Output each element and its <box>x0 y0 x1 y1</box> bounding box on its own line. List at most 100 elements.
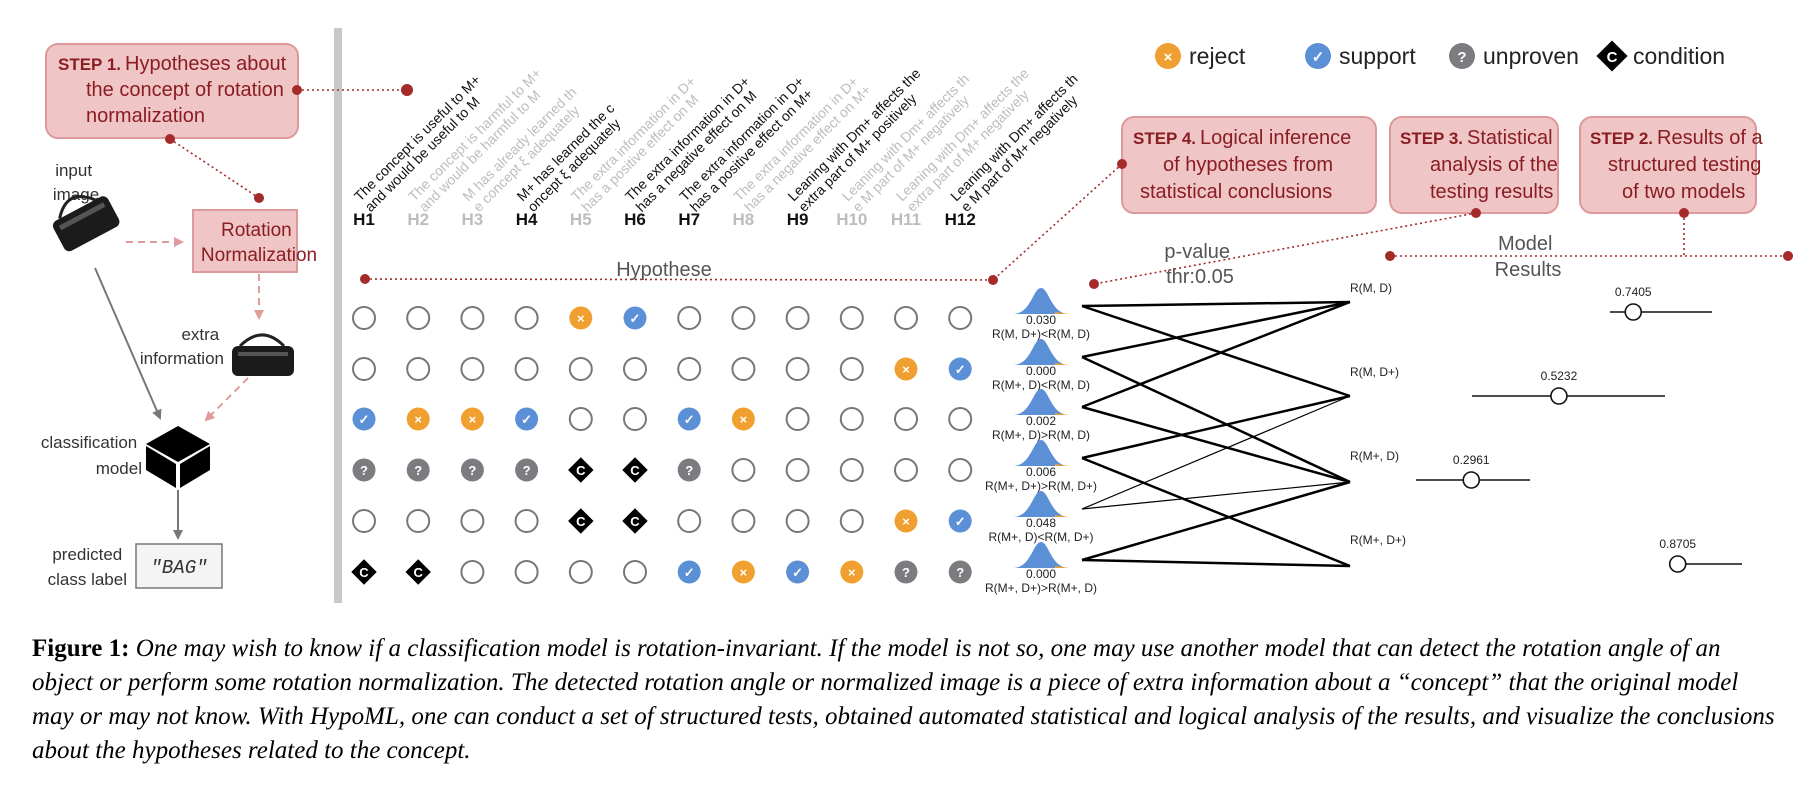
step1-box: STEP 1. Hypotheses about the concept of r… <box>45 43 299 139</box>
grid-cell <box>352 357 376 381</box>
classification-model-label-1: classification <box>41 433 137 452</box>
svg-text:predicted class label: predicted class label <box>48 545 127 589</box>
cube-icon <box>146 426 210 488</box>
bag-image-input <box>52 195 120 252</box>
grid-cell <box>677 560 701 584</box>
model-label: R(M+, D) <box>1350 449 1399 463</box>
model-results-header-2: Results <box>1495 259 1562 281</box>
unproven-icon <box>1449 43 1475 69</box>
rotation-normalization-box: Rotation Normalization <box>192 209 317 273</box>
grid-cell-glyph: × <box>469 412 477 427</box>
grid-cell <box>460 560 485 584</box>
distribution-curve <box>1013 491 1069 517</box>
grid-cell <box>514 509 539 533</box>
grid-cell <box>839 458 864 482</box>
step1-line1: Hypotheses about <box>125 53 287 75</box>
hypothesis-id: H3 <box>462 210 484 229</box>
step3-box: STEP 3. Statistical analysis of the testi… <box>1389 116 1563 214</box>
grid-cell-glyph: ? <box>414 463 422 478</box>
input-image-label-2: image <box>53 185 99 204</box>
extra-info-label-1: extra <box>181 325 219 344</box>
grid-cell <box>677 407 701 431</box>
hypothesis-id: H6 <box>624 210 646 229</box>
inference-edge <box>1081 394 1351 460</box>
grid-cell <box>623 560 647 584</box>
grid-cell <box>406 407 430 431</box>
grid-cell <box>948 560 972 584</box>
inference-edge <box>1081 304 1351 398</box>
grid-cell <box>785 458 810 482</box>
test-label: R(M, D+)<R(M, D) <box>992 327 1090 341</box>
svg-text:classification model: classification model <box>41 433 142 478</box>
grid-cell <box>622 508 648 534</box>
support-icon <box>1305 43 1331 69</box>
grid-cell <box>948 509 972 533</box>
grid-cell <box>839 306 864 330</box>
grid-cell-glyph: ? <box>685 463 693 478</box>
step1-num: STEP 1. <box>58 55 121 74</box>
inference-edge <box>1081 558 1351 568</box>
grid-cell <box>460 407 484 431</box>
model-results-header-1: Model <box>1498 233 1552 255</box>
grid-cell <box>352 458 376 482</box>
hypothesis-id: H11 <box>891 210 921 229</box>
p-value: 0.048 <box>1026 516 1056 530</box>
grid-cell-glyph: ? <box>468 463 476 478</box>
grid-cell <box>785 407 810 431</box>
svg-text:Rotation Normalization: Rotation Normalization <box>201 220 317 266</box>
grid-cell-glyph: C <box>630 463 640 478</box>
grid-cell <box>352 306 376 330</box>
grid-cell <box>568 357 593 381</box>
grid-cell <box>839 407 864 431</box>
model-label: R(M+, D+) <box>1350 533 1406 547</box>
grid-cell <box>406 357 431 381</box>
grid-cell <box>460 357 485 381</box>
grid-row: × ✓ <box>352 306 973 330</box>
grid-cell-glyph: ✓ <box>521 412 532 427</box>
panel-divider <box>334 28 342 603</box>
test-label: R(M+, D)<R(M, D) <box>992 378 1090 392</box>
p-value: 0.006 <box>1026 465 1056 479</box>
grid-cell <box>839 509 864 533</box>
step1-line2: the concept of rotation <box>86 79 284 101</box>
predicted-label-2: class label <box>48 570 127 589</box>
legend-label-condition: condition <box>1633 43 1725 69</box>
hypothesis-id: H8 <box>733 210 755 229</box>
test-label: R(M+, D)<R(M, D+) <box>989 530 1094 544</box>
grid-cell-glyph: C <box>576 514 586 529</box>
inference-edges <box>1081 300 1351 568</box>
model-value: 0.8705 <box>1659 537 1696 551</box>
grid-cell <box>894 560 918 584</box>
grid-cell <box>568 407 593 431</box>
grid-cell <box>894 509 918 533</box>
grid-cell <box>569 306 593 330</box>
grid-cell-glyph: C <box>630 514 640 529</box>
grid-cell <box>405 559 431 585</box>
grid-cell-glyph: ✓ <box>955 362 966 377</box>
grid-cell-glyph: × <box>848 565 856 580</box>
p-value: 0.000 <box>1026 364 1056 378</box>
model-label: R(M, D) <box>1350 281 1392 295</box>
inference-edge <box>1081 300 1351 308</box>
grid-row: C C ✓ × ✓ ×?? <box>351 559 972 585</box>
inference-edge <box>1081 300 1351 359</box>
grid-cell <box>406 306 431 330</box>
grid-cell-glyph: ✓ <box>630 311 641 326</box>
grid-cell <box>568 457 594 483</box>
grid-cell <box>568 560 593 584</box>
grid-cell <box>948 357 972 381</box>
hypothesis-id: H12 <box>945 210 976 229</box>
figure-caption: Figure 1: One may wish to know if a clas… <box>32 632 1782 768</box>
grid-cell-glyph: × <box>740 565 748 580</box>
grid-cell <box>677 509 702 533</box>
svg-text:STEP 3.Statistical analy: STEP 3. Statistical analysis of the testi… <box>1400 127 1563 203</box>
inference-edge <box>1081 395 1351 510</box>
grid-cell <box>731 306 756 330</box>
svg-text:?: ? <box>1457 49 1466 66</box>
